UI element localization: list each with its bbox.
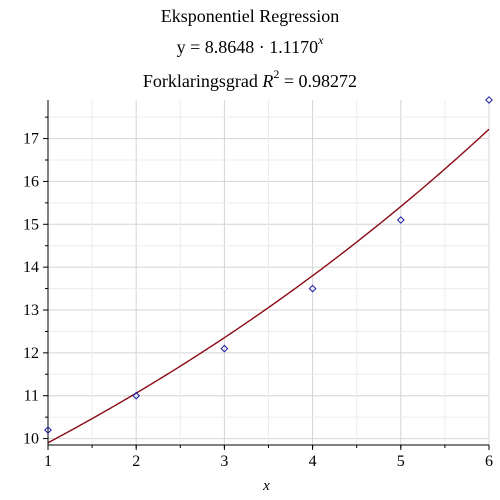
equation-text: y = 8.8648 · 1.1170	[176, 37, 319, 57]
x-tick-label: 2	[132, 453, 140, 470]
x-tick-label: 6	[485, 453, 493, 470]
chart-title-text: Eksponentiel Regression	[160, 6, 340, 26]
data-point	[485, 96, 493, 104]
grid	[48, 100, 490, 445]
r-squared-prefix: Forklaringsgrad	[142, 71, 263, 91]
regression-equation: y = 8.8648 · 1.1170x	[0, 34, 500, 58]
equation-exponent: x	[318, 33, 324, 47]
y-tick-label: 14	[23, 259, 39, 276]
regression-curve	[47, 128, 490, 444]
regression-curve-layer	[47, 128, 490, 444]
y-tick-label: 16	[23, 173, 39, 190]
data-point	[308, 284, 317, 293]
x-tick-label: 3	[220, 453, 228, 470]
x-tick-label: 4	[309, 453, 317, 470]
y-tick-label: 11	[24, 388, 39, 405]
r-squared-power: 2	[273, 67, 280, 81]
r-squared-symbol: R	[262, 71, 274, 91]
data-point	[396, 216, 405, 224]
axes	[43, 100, 490, 450]
y-tick-label: 10	[23, 431, 39, 448]
x-axis-label: x	[262, 478, 270, 494]
y-tick-label: 12	[23, 345, 39, 362]
y-tick-label: 13	[23, 302, 39, 319]
chart-title: Eksponentiel Regression	[0, 6, 500, 27]
data-points	[44, 96, 493, 434]
data-point	[220, 344, 229, 353]
y-tick-label: 17	[23, 131, 39, 148]
r-squared-value: = 0.98272	[279, 71, 358, 91]
r-squared-line: Forklaringsgrad R2 = 0.98272	[0, 68, 500, 92]
data-point	[44, 426, 52, 434]
data-point	[132, 391, 141, 400]
x-tick-label: 5	[397, 453, 405, 470]
x-tick-label: 1	[44, 453, 52, 470]
y-tick-label: 15	[23, 216, 39, 233]
